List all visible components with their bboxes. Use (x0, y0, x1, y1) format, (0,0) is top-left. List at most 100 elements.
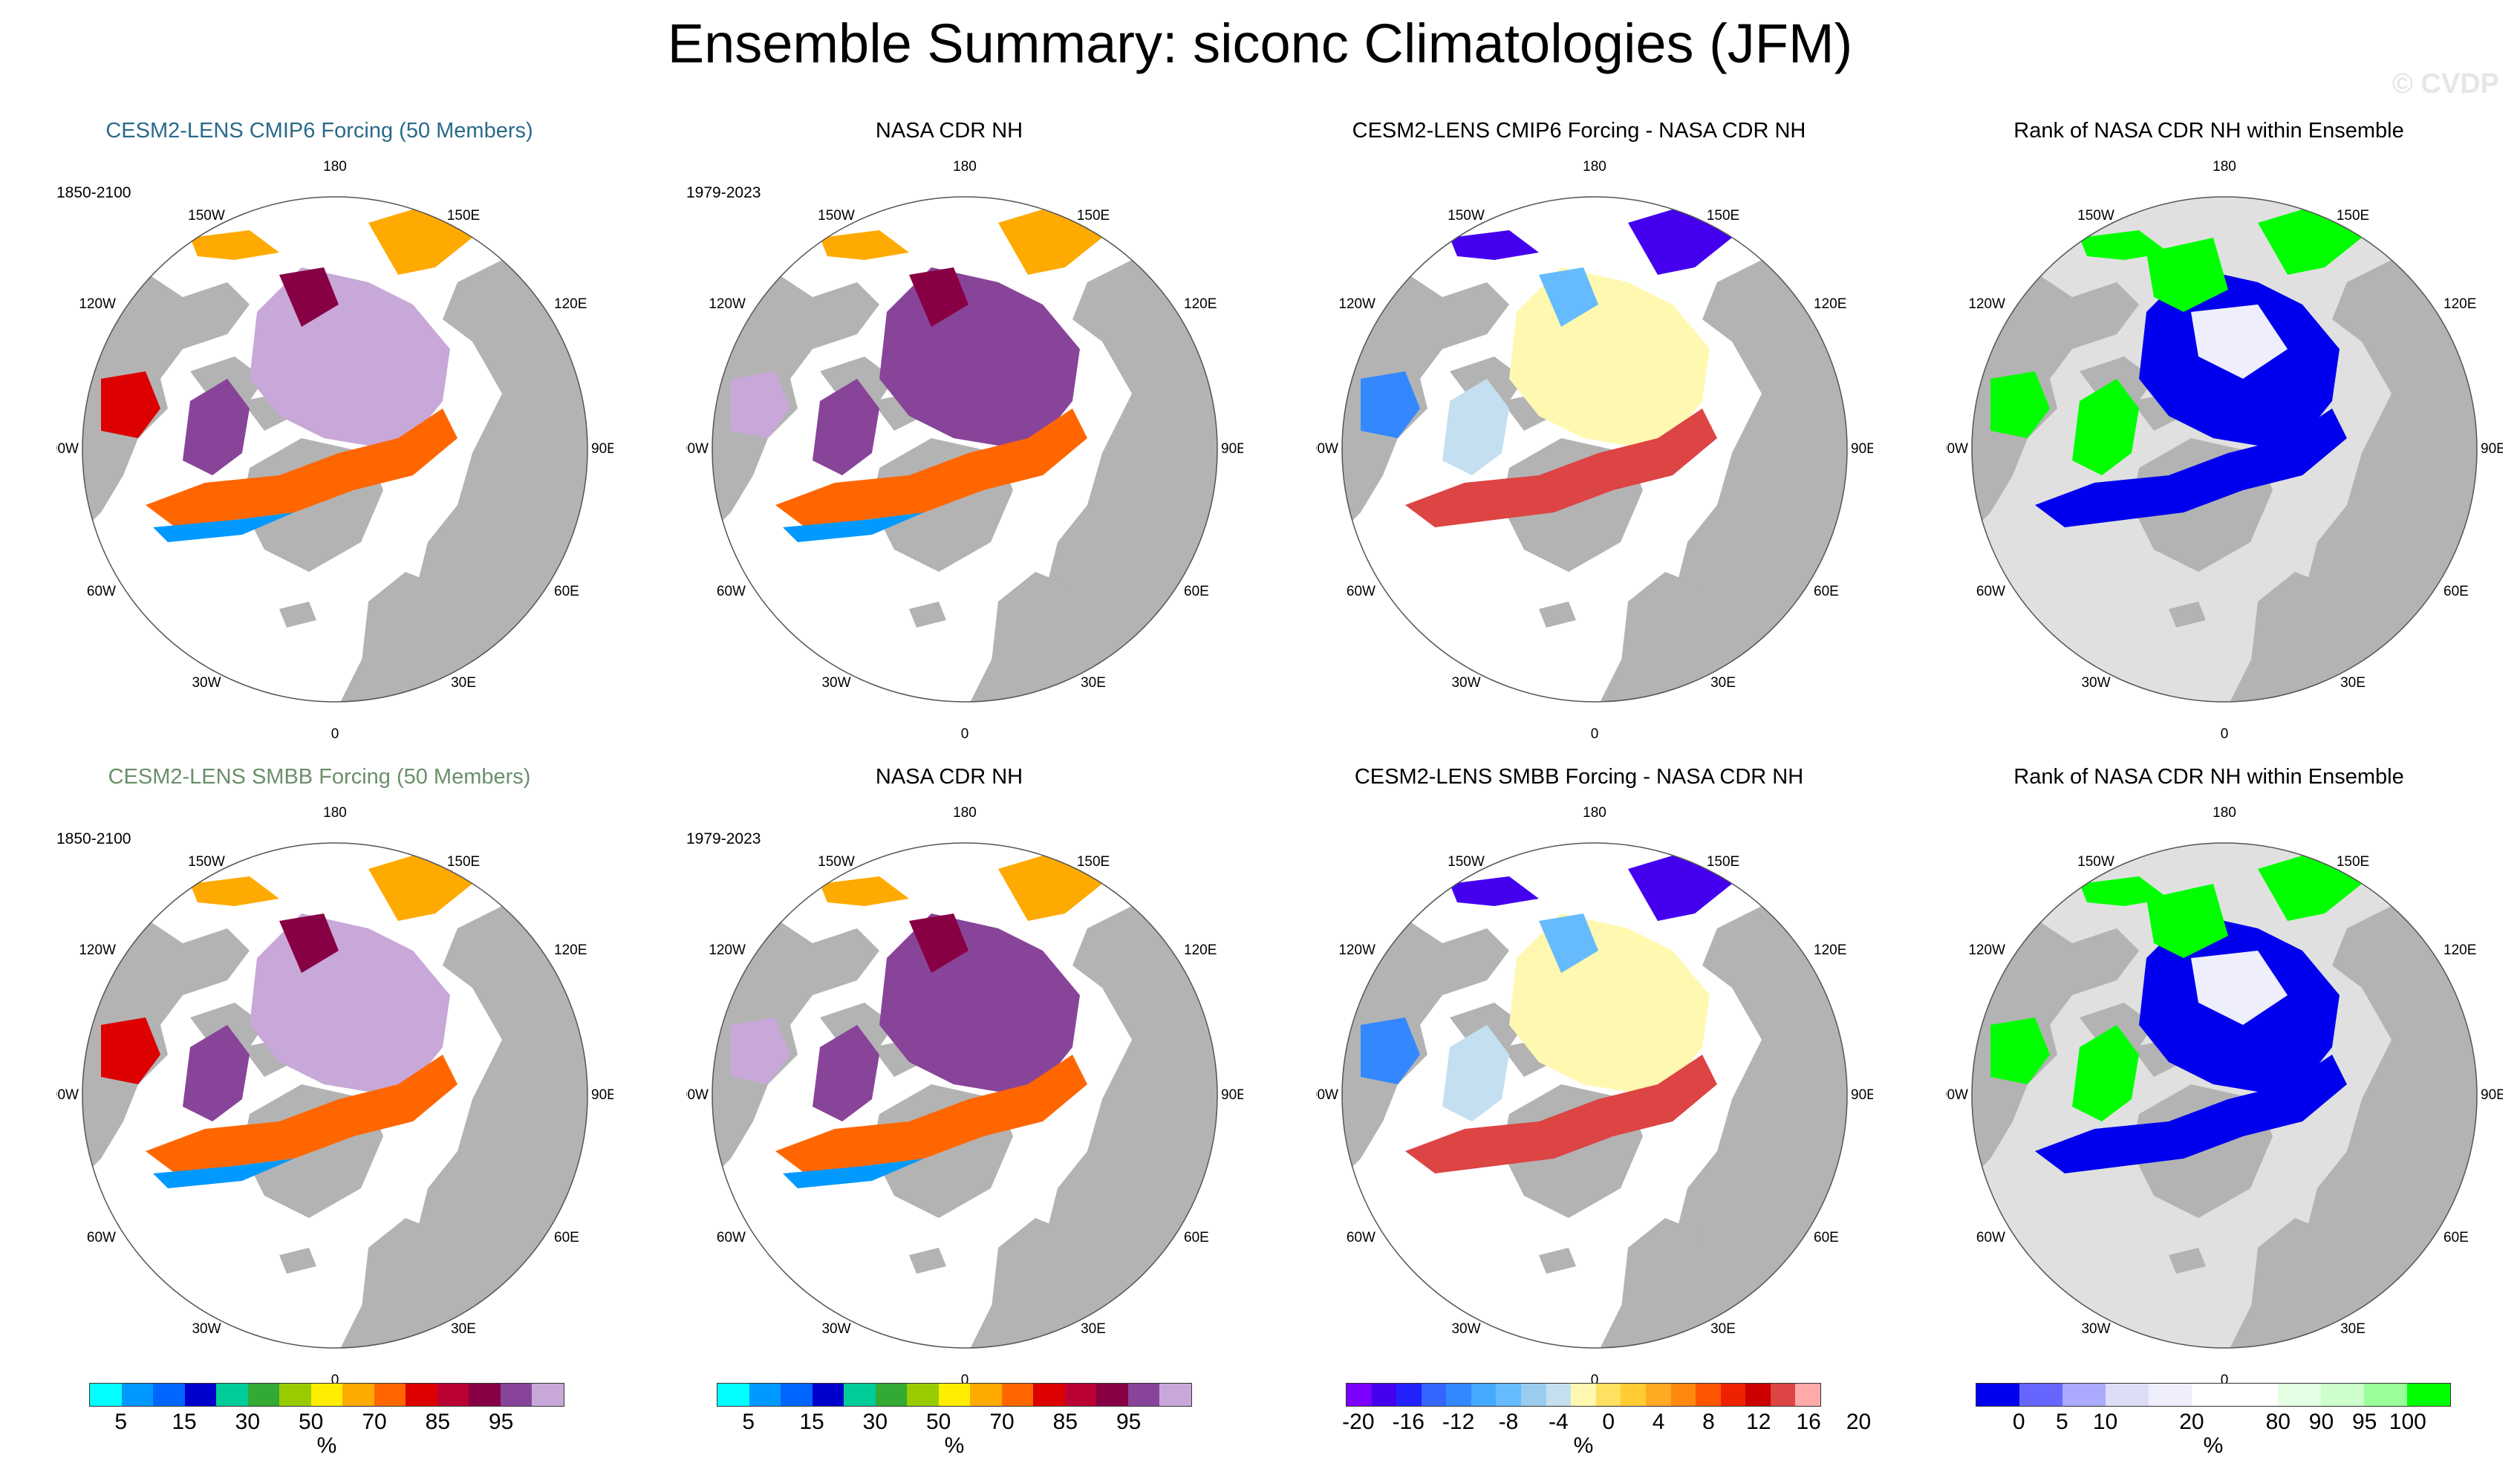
sea-ice-baffin (813, 1025, 879, 1121)
sea-ice-field (1361, 847, 1732, 1173)
colorbar-tick-label: -4 (1548, 1410, 1569, 1434)
diff-bering (1539, 267, 1598, 327)
sea-ice-baffin (183, 1025, 250, 1121)
lon-label-60w: 60W (717, 1230, 746, 1245)
north-america-land (1972, 914, 2139, 1188)
colorbar-swatch-1 (2019, 1384, 2062, 1406)
map-panel-6: NASA CDR NH 1979-2023 (634, 765, 1264, 1411)
lon-label-0: 0 (1591, 726, 1599, 742)
lon-label-150w: 150W (1448, 854, 1485, 870)
sea-ice-bering-core (279, 914, 339, 973)
colorbar-swatch-9 (374, 1384, 406, 1406)
colorbar-swatch-2 (1396, 1384, 1422, 1406)
colorbar-unit: % (944, 1433, 965, 1458)
lon-label-60e: 60E (554, 1230, 579, 1245)
polar-stereographic-map: 180 0 150E 120E 90E 60E 30E 150W 120W 90… (1946, 159, 2503, 742)
colorbar-swatch-9 (1571, 1384, 1596, 1406)
map-boundary (1341, 842, 1848, 1349)
diff-atlantic-edge (1405, 1055, 1717, 1173)
lon-label-120e: 120E (2444, 296, 2476, 312)
colorbar-swatch-11 (1621, 1384, 1646, 1406)
lon-label-0: 0 (961, 726, 969, 742)
lon-label-30e: 30E (451, 1321, 476, 1337)
lon-label-120e: 120E (1814, 942, 1846, 958)
colorbar-swatch-15 (1720, 1384, 1746, 1406)
colorbar-swatch-13 (1127, 1384, 1160, 1406)
colorbar-swatches (1346, 1383, 1821, 1407)
lon-label-150e: 150E (447, 208, 480, 224)
diff-atlantic-edge (1405, 408, 1717, 527)
lon-label-90w: 90W (1316, 441, 1338, 457)
colorbar-swatch-7 (2278, 1384, 2321, 1406)
colorbar-rank-4: 0 5 10 20 80 90 95 100 % (1976, 1383, 2451, 1459)
lon-label-150e: 150E (2337, 208, 2369, 224)
colorbar-swatch-3 (812, 1384, 844, 1406)
polar-map: 180 0 150E 120E 90E 60E 30E 150W 120W 90… (686, 156, 1243, 743)
colorbar-swatch-10 (2407, 1384, 2450, 1406)
map-panel-1: CESM2-LENS CMIP6 Forcing (50 Members) 18… (4, 119, 634, 765)
polar-map: 180 0 150E 120E 90E 60E 30E 150W 120W 90… (56, 156, 613, 743)
colorbar-swatch-12 (1096, 1384, 1128, 1406)
colorbar-tick-label: 80 (2265, 1410, 2291, 1434)
sea-ice-field (1361, 201, 1732, 527)
panel-title: Rank of NASA CDR NH within Ensemble (2013, 765, 2404, 789)
panel-period: 1850-2100 (56, 184, 131, 201)
lon-label-90e: 90E (591, 441, 613, 457)
figure-title: Ensemble Summary: siconc Climatologies (… (667, 13, 1853, 74)
map-boundary (712, 842, 1218, 1349)
polar-stereographic-map: 180 0 150E 120E 90E 60E 30E 150W 120W 90… (56, 805, 613, 1388)
scandinavia-land (2250, 572, 2332, 676)
iceland-land (1539, 1248, 1576, 1274)
colorbar-tick-label: 95 (488, 1410, 514, 1434)
iceland-land (279, 1248, 316, 1274)
north-america-land (82, 914, 250, 1188)
lon-label-30w: 30W (821, 675, 850, 691)
rank-hudson (1990, 371, 2050, 438)
colorbar-ticks: 5 15 30 50 70 85 95 (717, 1407, 1192, 1436)
colorbar-tick-label: 50 (925, 1410, 951, 1434)
lon-label-120w: 120W (1968, 296, 2005, 312)
lon-label-60e: 60E (1184, 1230, 1209, 1245)
colorbar-swatch-6 (1496, 1384, 1522, 1406)
lon-label-150w: 150W (1448, 208, 1485, 224)
diff-hudson (1361, 371, 1420, 438)
colorbar-swatch-11 (437, 1384, 469, 1406)
lon-label-180: 180 (1583, 805, 1606, 821)
colorbar-tick-label: 95 (2351, 1410, 2377, 1434)
lon-label-30e: 30E (1710, 1321, 1736, 1337)
polar-stereographic-map: 180 0 150E 120E 90E 60E 30E 150W 120W 90… (1946, 805, 2503, 1388)
colorbar-swatch-14 (1159, 1384, 1191, 1406)
colorbar-swatch-18 (1795, 1384, 1820, 1406)
colorbar-swatch-12 (1645, 1384, 1671, 1406)
lon-label-0: 0 (2221, 726, 2229, 742)
lon-label-90e: 90E (1851, 441, 1873, 457)
cvdp-watermark: © CVDP (2392, 68, 2499, 100)
sea-ice-pacific-edge (190, 201, 472, 275)
colorbar-tick-label: 15 (799, 1410, 824, 1434)
sea-ice-atlantic-edge (146, 1055, 458, 1173)
lon-label-60w: 60W (1976, 1230, 2005, 1245)
lon-label-120w: 120W (1338, 942, 1375, 958)
sea-ice-hudson (101, 1017, 160, 1084)
colorbar-swatch-4 (216, 1384, 248, 1406)
lon-label-120e: 120E (1184, 942, 1217, 958)
colorbar-swatch-14 (1696, 1384, 1721, 1406)
colorbar-swatch-10 (1033, 1384, 1065, 1406)
map-boundary (82, 196, 588, 703)
diff-pacific-edge (1450, 201, 1732, 275)
lon-label-60e: 60E (2444, 1230, 2469, 1245)
colorbar-tick-label: -20 (1342, 1410, 1375, 1434)
lon-label-120e: 120E (1814, 296, 1846, 312)
sea-ice-atlantic-edge (146, 408, 458, 527)
lon-label-150e: 150E (1707, 208, 1739, 224)
panel-period: 1850-2100 (56, 830, 131, 847)
polar-stereographic-map: 180 0 150E 120E 90E 60E 30E 150W 120W 90… (686, 805, 1243, 1388)
lon-label-0: 0 (331, 1372, 339, 1388)
colorbar-swatch-3 (2106, 1384, 2149, 1406)
sea-ice-hudson (101, 371, 160, 438)
sea-ice-baffin (183, 379, 250, 475)
sea-ice-marginal-zone (153, 1159, 294, 1188)
panel-title: CESM2-LENS SMBB Forcing - NASA CDR NH (1354, 765, 1804, 789)
lon-label-150w: 150W (818, 208, 855, 224)
sea-ice-bering-core (909, 267, 968, 327)
